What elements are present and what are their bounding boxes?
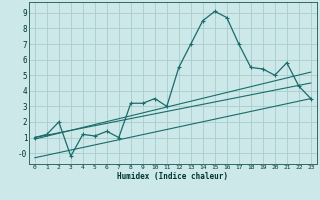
X-axis label: Humidex (Indice chaleur): Humidex (Indice chaleur) bbox=[117, 172, 228, 181]
